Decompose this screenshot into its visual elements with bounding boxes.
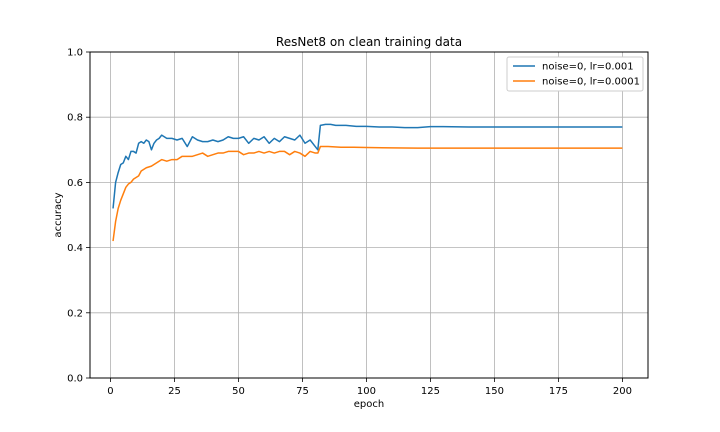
plot-area-frame: [89, 51, 649, 379]
x-tick-label: 100: [357, 386, 376, 397]
x-tick-label: 150: [485, 386, 504, 397]
y-axis-label: accuracy: [53, 192, 64, 237]
x-tick-label: 200: [613, 386, 632, 397]
legend: noise=0, lr=0.001 noise=0, lr=0.0001: [506, 56, 644, 92]
axis-ticks: 0 25 50 75 100 125 150 175 200 0.0 0.2 0.4 0.6 0.8 1.0: [67, 48, 632, 398]
x-tick-label: 25: [168, 386, 181, 397]
y-tick-label: 0.6: [67, 178, 83, 189]
series-line-2: [112, 145, 623, 242]
legend-label-series-2: noise=0, lr=0.0001: [542, 77, 640, 88]
x-tick-label: 175: [549, 386, 568, 397]
y-tick-label: 0.0: [67, 374, 83, 385]
legend-box: [506, 56, 644, 92]
x-tick-label: 75: [296, 386, 309, 397]
x-tick-label: 125: [421, 386, 440, 397]
y-tick-label: 0.8: [67, 113, 83, 124]
x-tick-label: 0: [107, 386, 113, 397]
y-tick-label: 1.0: [67, 48, 83, 59]
x-axis-label: epoch: [354, 399, 384, 410]
chart-title: ResNet8 on clean training data: [276, 35, 462, 49]
legend-label-series-1: noise=0, lr=0.001: [542, 62, 634, 73]
series-lines: [112, 123, 623, 242]
y-tick-label: 0.4: [67, 243, 83, 254]
x-tick-label: 50: [232, 386, 245, 397]
series-line-1: [112, 123, 623, 209]
y-tick-label: 0.2: [67, 308, 83, 319]
